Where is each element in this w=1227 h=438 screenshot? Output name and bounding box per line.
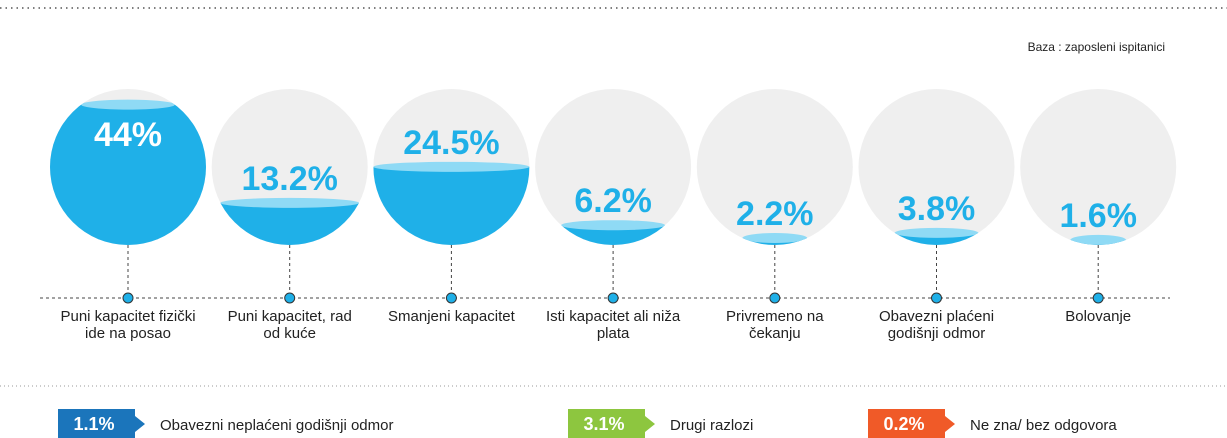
category-label: Puni kapacitet fizički ide na posao <box>60 308 196 342</box>
extra-box <box>868 409 945 438</box>
extra-value-label: 1.1% <box>73 414 114 434</box>
value-label: 2.2% <box>736 195 814 233</box>
extra-box <box>58 409 135 438</box>
category-label: Smanjeni kapacitet <box>388 308 515 325</box>
liquid-surface <box>81 99 175 110</box>
fill-group <box>50 99 206 245</box>
circle-bg <box>696 89 853 245</box>
extra-label: Ne zna/ bez odgovora <box>970 417 1117 434</box>
value-label: 1.6% <box>1059 197 1137 235</box>
extra-box <box>568 409 645 438</box>
connector-dot <box>1092 292 1104 304</box>
liquid-surface <box>220 197 359 208</box>
circle-bg <box>535 89 692 245</box>
fill-group <box>535 220 692 245</box>
connector-dot <box>769 292 781 304</box>
liquid-fill <box>211 202 368 245</box>
connector-dot <box>931 292 942 304</box>
value-label: 6.2% <box>574 182 652 220</box>
liquid-surface <box>894 227 979 238</box>
fill-group <box>858 227 1015 245</box>
category-label: Obavezni plaćeni godišnji odmor <box>878 308 995 342</box>
value-label: 44% <box>94 116 162 154</box>
fill-group <box>211 197 368 245</box>
liquid-fill <box>50 104 206 245</box>
extra-value-label: 3.1% <box>583 414 624 434</box>
fill-group <box>1020 234 1177 245</box>
connector-dot <box>607 292 619 304</box>
category-label: Isti kapacitet ali niža plata <box>545 308 681 342</box>
extra-arrow <box>945 416 955 432</box>
category-label: Privremeno na čekanju <box>726 308 824 342</box>
liquid-surface <box>561 220 666 231</box>
extra-arrow <box>135 416 145 432</box>
value-label: 13.2% <box>241 160 337 198</box>
connector-dot <box>122 292 134 304</box>
base-note: Baza : zaposleni ispitanici <box>1027 40 1165 54</box>
circle-bg <box>858 89 1015 245</box>
extra-arrow <box>645 416 655 432</box>
connector-dot <box>445 292 457 304</box>
liquid-fill <box>373 166 530 245</box>
value-label: 3.8% <box>898 190 976 228</box>
liquid-surface <box>1070 234 1126 245</box>
category-label: Bolovanje <box>1065 308 1132 325</box>
fill-group <box>696 232 853 245</box>
fill-group <box>373 161 530 245</box>
value-label: 24.5% <box>403 124 499 162</box>
connector-dot <box>284 292 296 304</box>
extra-value-label: 0.2% <box>883 414 924 434</box>
extra-label: Obavezni neplaćeni godišnji odmor <box>160 417 394 434</box>
liquid-surface <box>742 232 808 243</box>
circle-bg <box>1020 89 1177 245</box>
category-label: Puni kapacitet, rad od kuće <box>227 308 352 342</box>
extra-label: Drugi razlozi <box>670 417 754 434</box>
liquid-surface <box>373 161 530 172</box>
